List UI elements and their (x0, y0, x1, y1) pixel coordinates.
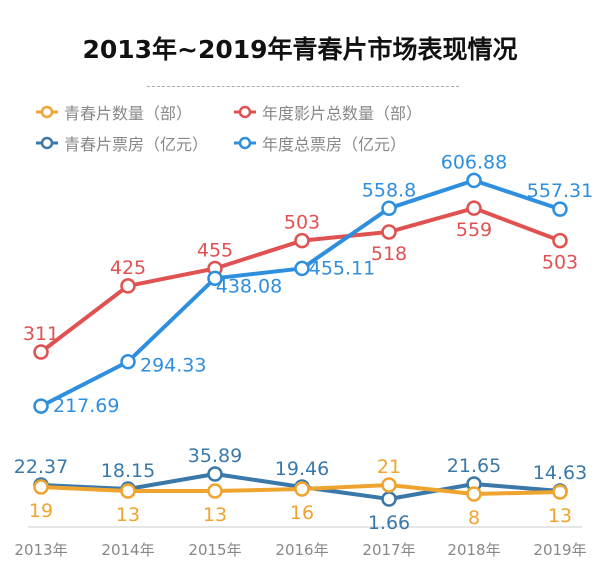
x-tick-label: 2017年 (362, 541, 415, 559)
data-point (120, 353, 136, 370)
legend-label: 年度影片总数量（部） (262, 104, 423, 123)
data-label: 19 (29, 500, 53, 522)
data-point (294, 260, 310, 277)
data-point (381, 477, 397, 493)
data-label: 13 (548, 505, 572, 527)
data-label: 21 (377, 456, 401, 478)
data-point (466, 486, 482, 502)
legend-label: 年度总票房（亿元） (262, 135, 407, 154)
legend-item: 青春片数量（部） (36, 100, 192, 124)
chart-title: 2013年~2019年青春片市场表现情况 (82, 35, 518, 64)
data-point (381, 200, 397, 217)
data-label: 503 (542, 252, 578, 274)
data-label: 455 (197, 240, 233, 262)
data-label: 35.89 (188, 445, 242, 467)
data-point (120, 483, 136, 499)
data-point (207, 270, 223, 287)
data-point (33, 344, 49, 360)
x-tick-label: 2019年 (533, 541, 586, 559)
data-label: 294.33 (140, 355, 206, 377)
data-point (552, 484, 568, 500)
data-label: 13 (203, 504, 227, 526)
data-label: 606.88 (441, 151, 507, 173)
legend-marker-icon (36, 136, 58, 150)
legend-label: 青春片票房（亿元） (64, 135, 209, 154)
legend-label: 青春片数量（部） (64, 104, 193, 123)
data-point (207, 483, 223, 499)
data-point (381, 224, 397, 240)
x-tick-label: 2018年 (447, 541, 500, 559)
data-label: 1.66 (368, 512, 410, 534)
legend-marker-icon (234, 105, 256, 119)
x-tick-label: 2014年 (101, 541, 154, 559)
x-tick-label: 2013年 (14, 541, 67, 559)
data-label: 22.37 (14, 456, 68, 478)
data-label: 19.46 (275, 458, 329, 480)
data-point (466, 172, 482, 189)
legend-marker-icon (36, 105, 58, 119)
data-point (381, 491, 397, 507)
x-tick-label: 2015年 (188, 541, 241, 559)
data-point (207, 466, 223, 482)
data-point (552, 201, 568, 217)
data-label: 558.8 (362, 179, 416, 201)
legend-item: 年度总票房（亿元） (234, 131, 406, 155)
data-label: 455.11 (309, 257, 375, 279)
data-label: 13 (116, 504, 140, 526)
data-label: 557.31 (527, 180, 593, 202)
data-label: 438.08 (216, 275, 282, 297)
legend-marker-icon (234, 136, 256, 150)
series-1: 311 425 455 503 518 559 503 (23, 200, 578, 360)
legend-item: 年度影片总数量（部） (234, 100, 422, 124)
data-label: 8 (468, 507, 480, 529)
series-0: 19 13 13 16 21 8 13 (29, 456, 572, 529)
series-3: 217.69 294.33 438.08 455.11 558.8 606.88 557.3… (33, 151, 593, 417)
data-point (466, 200, 482, 216)
data-point (120, 278, 136, 294)
data-point (33, 398, 49, 414)
data-label: 503 (284, 212, 320, 234)
data-label: 425 (110, 257, 146, 279)
data-point (33, 479, 49, 495)
data-point (294, 481, 310, 497)
data-label: 21.65 (447, 455, 501, 477)
x-tick-label: 2016年 (275, 541, 328, 559)
legend-item: 青春片票房（亿元） (36, 131, 208, 155)
data-label: 217.69 (53, 395, 119, 417)
title-divider (147, 86, 459, 87)
data-label: 16 (290, 502, 314, 524)
data-label: 18.15 (101, 460, 155, 482)
data-point (294, 232, 310, 249)
data-label: 518 (371, 243, 407, 265)
data-point (552, 232, 568, 249)
data-label: 311 (23, 323, 59, 345)
data-label: 14.63 (533, 462, 587, 484)
data-label: 559 (456, 219, 492, 241)
